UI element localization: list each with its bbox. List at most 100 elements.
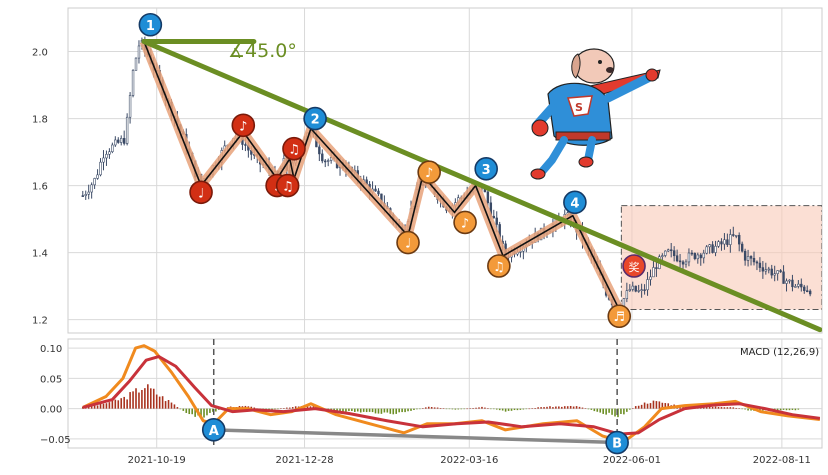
numbered-marker-label: 1 <box>146 19 155 34</box>
macd-histogram-bar <box>398 408 400 413</box>
macd-histogram-bar <box>472 408 474 409</box>
candle-body <box>93 178 96 186</box>
macd-dif-line <box>82 344 821 444</box>
macd-histogram-bar <box>105 403 108 409</box>
macd-legend: MACD (12,26,9) <box>740 347 819 358</box>
macd-histogram-bar <box>543 407 545 409</box>
macd-histogram-bar <box>380 408 383 414</box>
candle-body <box>669 249 673 252</box>
macd-histogram-bar <box>794 408 797 411</box>
macd-histogram-bar <box>776 408 779 410</box>
price-y-tick-label: 1.6 <box>32 182 48 193</box>
candle-body <box>761 267 765 272</box>
macd-histogram-bar <box>797 408 800 410</box>
macd-histogram-bar <box>404 408 406 413</box>
x-ticks: 2021-10-19 2021-12-28 2022-03-16 2022-06-01… <box>128 455 811 466</box>
macd-histogram-bar <box>466 408 468 410</box>
macd-histogram-bar <box>782 408 785 410</box>
candle-body <box>740 243 744 252</box>
divergence-marker-label: B <box>612 437 622 452</box>
macd-histogram-bar <box>277 408 279 410</box>
note-marker-red-circle <box>231 113 256 138</box>
macd-histogram-bar <box>546 406 548 409</box>
macd-histogram-bar <box>558 406 560 409</box>
macd-histogram-bar <box>457 408 460 410</box>
note-marker-orange-circle <box>487 254 511 278</box>
macd-histogram-bar <box>203 408 205 418</box>
macd-histogram-bar <box>714 406 717 409</box>
candle-body <box>125 116 129 144</box>
macd-histogram-bar <box>735 407 738 409</box>
macd-histogram-bar <box>274 408 276 410</box>
price-y-tick-label: 1.2 <box>32 316 48 327</box>
candle-body <box>114 139 117 146</box>
macd-histogram-bar <box>747 408 749 411</box>
candle-body <box>122 138 126 144</box>
macd-histogram-bar <box>788 408 791 411</box>
macd-histogram-bar <box>569 405 572 409</box>
note-marker-orange-circle <box>417 160 441 184</box>
macd-panel: AB −0.050.000.050.10 MACD (12,26,9) <box>40 338 823 455</box>
macd-histogram-bar <box>342 408 344 412</box>
macd-histogram-bar <box>498 408 501 411</box>
note-marker-orange-label: ♩ <box>405 237 411 252</box>
candle-body <box>90 184 93 193</box>
macd-histogram-bar <box>333 408 335 411</box>
divergence-marker-label: A <box>209 424 219 439</box>
macd-histogram-bar <box>147 384 149 409</box>
candle-body <box>708 244 711 248</box>
candle-body <box>640 289 643 291</box>
macd-histogram-bar <box>200 408 202 419</box>
candle-body <box>244 144 247 146</box>
macd-histogram-bar <box>629 408 631 410</box>
macd-histogram-bar <box>572 406 575 409</box>
candle-body <box>321 153 324 162</box>
superhero-dog-illustration: S <box>530 48 661 180</box>
macd-histogram-bar <box>102 403 105 409</box>
numbered-marker-circle <box>138 12 163 37</box>
macd-histogram-bar <box>206 408 208 416</box>
macd-histogram-bar <box>720 407 723 409</box>
candle-body <box>684 261 688 265</box>
macd-histogram-bar <box>741 408 743 410</box>
candle-body <box>808 290 812 295</box>
candle-body <box>377 190 380 195</box>
x-tick-label: 2021-10-19 <box>128 455 186 466</box>
macd-histogram-bar <box>528 408 531 410</box>
macd-histogram-bar <box>439 408 442 409</box>
note-marker-red-label: ♫ <box>282 180 294 195</box>
macd-histogram-bar <box>510 408 513 411</box>
macd-y-tick-label: −0.05 <box>40 435 71 446</box>
macd-histogram-bar <box>309 406 312 409</box>
candle-body <box>705 246 708 254</box>
macd-histogram-bar <box>593 408 596 412</box>
macd-histogram-bar <box>563 406 566 409</box>
candle-body <box>758 262 762 268</box>
note-marker-red-label: ♫ <box>288 143 300 158</box>
macd-histogram-bar <box>173 404 176 409</box>
macd-histogram-bar <box>395 408 398 414</box>
macd-histogram-bar <box>271 408 273 410</box>
macd-histogram-bar <box>401 408 403 413</box>
macd-histogram-bar <box>362 408 365 412</box>
note-marker-red-circle <box>282 136 306 161</box>
macd-histogram-bar <box>176 407 179 409</box>
macd-histogram-bar <box>634 406 637 409</box>
macd-histogram-bar <box>99 403 102 409</box>
candle-body <box>752 257 756 263</box>
candle-body <box>128 95 132 118</box>
macd-histogram-bar <box>427 406 430 409</box>
candle-body <box>634 285 637 292</box>
candle-body <box>696 254 700 260</box>
candle-body <box>764 269 768 272</box>
macd-histogram-bar <box>368 408 371 412</box>
macd-histogram-bar <box>723 407 726 409</box>
macd-histogram-bar <box>705 406 708 409</box>
candle-body <box>675 255 679 262</box>
macd-histogram-bar <box>188 408 191 415</box>
macd-histogram-bar <box>501 408 504 411</box>
candle-body <box>776 270 779 274</box>
candle-body <box>746 256 750 261</box>
